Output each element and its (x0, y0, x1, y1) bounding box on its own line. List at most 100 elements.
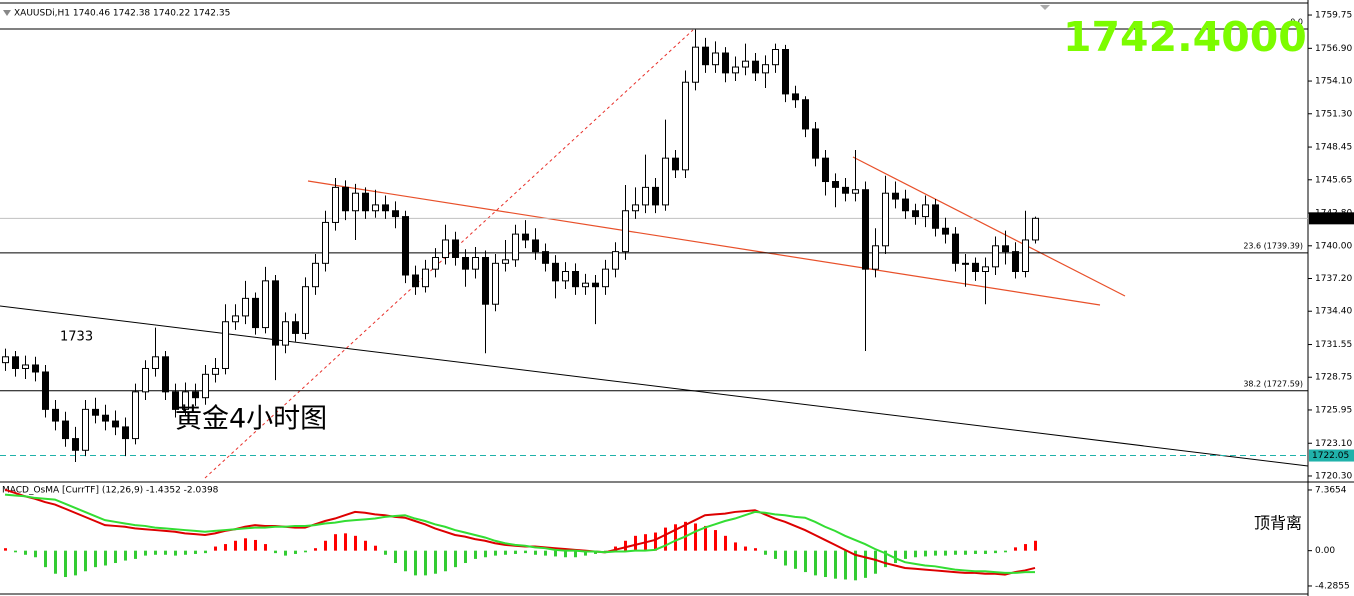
histogram-bar (154, 550, 157, 555)
candle-body (22, 364, 29, 369)
candle-body (712, 52, 719, 66)
histogram-bar (324, 540, 327, 551)
histogram-bar (854, 550, 857, 581)
candle-body (332, 186, 339, 223)
histogram-bar (554, 550, 557, 557)
candle-body (252, 297, 259, 329)
candle-body (322, 221, 329, 264)
histogram-bar (44, 550, 47, 568)
histogram-bar (764, 550, 767, 555)
candle-body (642, 186, 649, 206)
candle-body (732, 66, 739, 74)
indicator-line (4, 493, 1035, 574)
candle-body (592, 282, 599, 288)
histogram-bar (304, 550, 307, 553)
y-tick-label: 1731.55 (1315, 340, 1352, 350)
histogram-bar (1004, 550, 1007, 553)
candle-body (462, 256, 469, 270)
histogram-bar (414, 550, 417, 576)
histogram-bar (804, 550, 807, 573)
histogram-bar (934, 550, 937, 556)
histogram-bar (574, 550, 577, 558)
histogram-bar (74, 550, 77, 576)
histogram-bar (104, 550, 107, 566)
candle-body (1032, 217, 1039, 241)
candle-body (912, 210, 919, 218)
candle-body (32, 364, 39, 373)
annotation: 1742.4000 (1063, 13, 1307, 61)
scroll-marker (1040, 5, 1050, 10)
candle-body (882, 192, 889, 247)
histogram-bar (694, 523, 697, 551)
candle-body (792, 93, 799, 101)
candle-body (972, 262, 979, 273)
candle-body (852, 189, 859, 194)
histogram-bar (714, 530, 717, 551)
histogram-bar (774, 550, 777, 559)
y-tick-label: 1720.30 (1315, 471, 1352, 481)
candle-body (862, 189, 869, 270)
histogram-bar (544, 550, 547, 556)
candle-body (702, 46, 709, 66)
candle-body (902, 198, 909, 212)
y-tick-label: 0.00 (1315, 546, 1335, 556)
candle-body (1002, 245, 1009, 253)
histogram-bar (54, 550, 57, 574)
histogram-bar (244, 538, 247, 551)
candle-body (552, 262, 559, 282)
histogram-bar (474, 550, 477, 559)
candle-body (922, 204, 929, 218)
candle-body (132, 391, 139, 440)
candle-body (312, 262, 319, 288)
candle-body (532, 239, 539, 253)
y-tick-label: 1754.10 (1315, 77, 1352, 87)
candle-body (372, 204, 379, 212)
histogram-bar (24, 550, 27, 555)
candle-body (692, 46, 699, 83)
histogram-bar (204, 550, 207, 554)
histogram-bar (564, 550, 567, 558)
histogram-bar (884, 550, 887, 568)
price-box (1309, 449, 1354, 462)
histogram-bar (294, 550, 297, 554)
candle-body (212, 367, 219, 375)
trendline (307, 180, 1101, 306)
histogram-bar (614, 546, 617, 551)
histogram-bar (624, 540, 627, 551)
candle-body (2, 356, 9, 364)
histogram-bar (4, 548, 7, 551)
indicator-header: MACD_OsMA [CurrTF] (12,26,9) -1.4352 -2.… (2, 486, 219, 496)
candle-body (12, 356, 19, 369)
candle-body (82, 408, 89, 451)
histogram-bar (394, 550, 397, 564)
candle-body (842, 186, 849, 194)
candle-body (122, 426, 129, 440)
histogram-bar (504, 550, 507, 555)
histogram-bar (874, 550, 877, 574)
histogram-bar (264, 544, 267, 551)
histogram-bar (134, 550, 137, 559)
histogram-bar (634, 535, 637, 551)
histogram-bar (794, 550, 797, 569)
candle-body (442, 239, 449, 258)
candle-body (752, 60, 759, 74)
histogram-bar (654, 532, 657, 551)
y-tick-label: 1759.75 (1315, 11, 1352, 21)
histogram-bar (144, 550, 147, 556)
histogram-bar (254, 539, 257, 551)
y-tick-label: 1745.65 (1315, 175, 1352, 185)
candle-body (622, 210, 629, 253)
histogram-bar (284, 550, 287, 556)
histogram-bar (494, 550, 497, 556)
candle-body (342, 186, 349, 212)
histogram-bar (314, 548, 317, 551)
candle-body (142, 367, 149, 393)
candle-body (52, 408, 59, 422)
histogram-bar (984, 550, 987, 554)
histogram-bar (334, 534, 337, 551)
candle-body (502, 259, 509, 264)
candle-body (892, 192, 899, 200)
candle-body (72, 438, 79, 451)
